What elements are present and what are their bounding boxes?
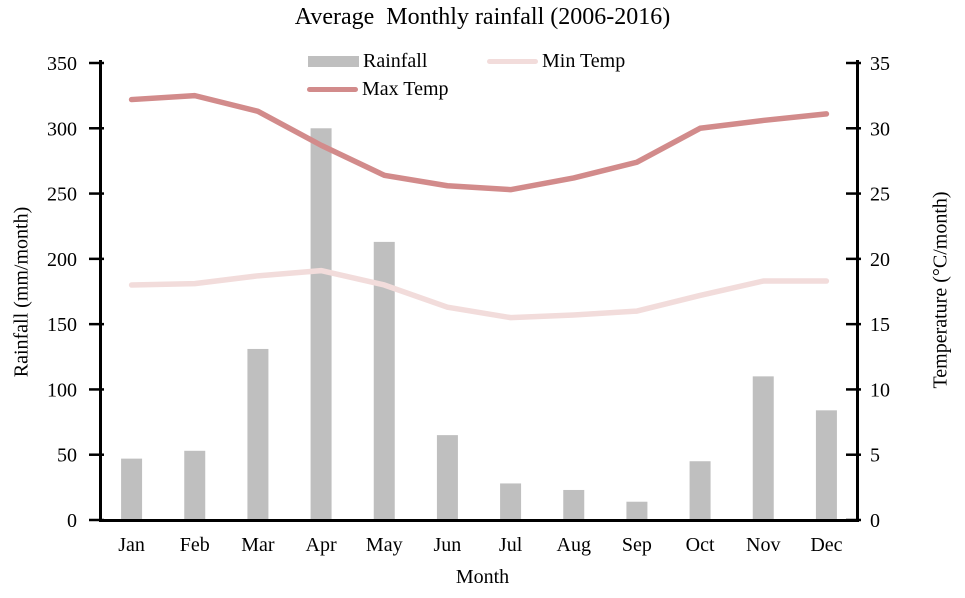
min-temp-legend-swatch (487, 58, 538, 64)
right-tick-label-5: 5 (870, 445, 880, 467)
left-tick-label-300: 300 (47, 118, 77, 140)
left-tick-label-350: 350 (47, 53, 77, 75)
legend-item-rainfall: Rainfall (308, 50, 427, 72)
legend-label-max-temp: Max Temp (362, 77, 449, 100)
bar-sep (626, 501, 648, 520)
x-tick-label-apr: Apr (306, 534, 337, 556)
right-tick-label-30: 30 (870, 118, 890, 140)
bar-nov (752, 376, 774, 520)
legend-label-rainfall: Rainfall (363, 49, 428, 72)
right-tick-label-20: 20 (870, 249, 890, 271)
bar-mar (247, 348, 269, 520)
bar-jul (500, 483, 522, 520)
left-tick-label-200: 200 (47, 249, 77, 271)
bar-jan (121, 458, 143, 520)
legend-item-min-temp: Min Temp (487, 50, 625, 72)
bar-dec (815, 410, 837, 520)
x-tick-label-mar: Mar (241, 534, 275, 556)
right-tick-label-10: 10 (870, 379, 890, 401)
x-tick-label-feb: Feb (180, 534, 210, 556)
left-axis-title: Rainfall (mm/month) (10, 206, 33, 378)
left-tick-label-150: 150 (47, 314, 77, 336)
bar-oct (689, 461, 711, 520)
left-tick-label-250: 250 (47, 184, 77, 206)
right-tick-label-0: 0 (870, 510, 880, 532)
bar-apr (310, 128, 332, 521)
bar-aug (563, 489, 585, 520)
x-tick-label-jan: Jan (118, 534, 145, 556)
right-tick-label-35: 35 (870, 53, 890, 75)
x-tick-label-jun: Jun (434, 534, 462, 556)
rainfall-legend-swatch (308, 55, 359, 67)
max-temp-line (128, 92, 830, 193)
bar-feb (184, 450, 206, 520)
right-tick-label-15: 15 (870, 314, 890, 336)
x-tick-label-oct: Oct (686, 534, 715, 556)
bar-may (373, 241, 395, 520)
x-tick-label-dec: Dec (810, 534, 842, 556)
left-tick-label-50: 50 (57, 445, 77, 467)
x-tick-label-may: May (366, 534, 403, 556)
bar-jun (436, 435, 458, 520)
x-tick-label-jul: Jul (499, 534, 523, 556)
chart-title: Average Monthly rainfall (2006-2016) (294, 4, 671, 30)
right-axis-title: Temperature (°C/month) (929, 191, 952, 389)
max-temp-legend-swatch (307, 86, 358, 92)
left-tick-label-0: 0 (67, 510, 77, 532)
legend-label-min-temp: Min Temp (542, 49, 626, 72)
x-tick-label-sep: Sep (622, 534, 652, 556)
x-tick-label-aug: Aug (557, 534, 591, 556)
left-tick-label-100: 100 (47, 379, 77, 401)
min-temp-line (128, 267, 830, 321)
x-tick-label-nov: Nov (746, 534, 780, 556)
legend-item-max-temp: Max Temp (307, 78, 449, 100)
x-axis-title: Month (455, 566, 510, 588)
right-tick-label-25: 25 (870, 184, 890, 206)
